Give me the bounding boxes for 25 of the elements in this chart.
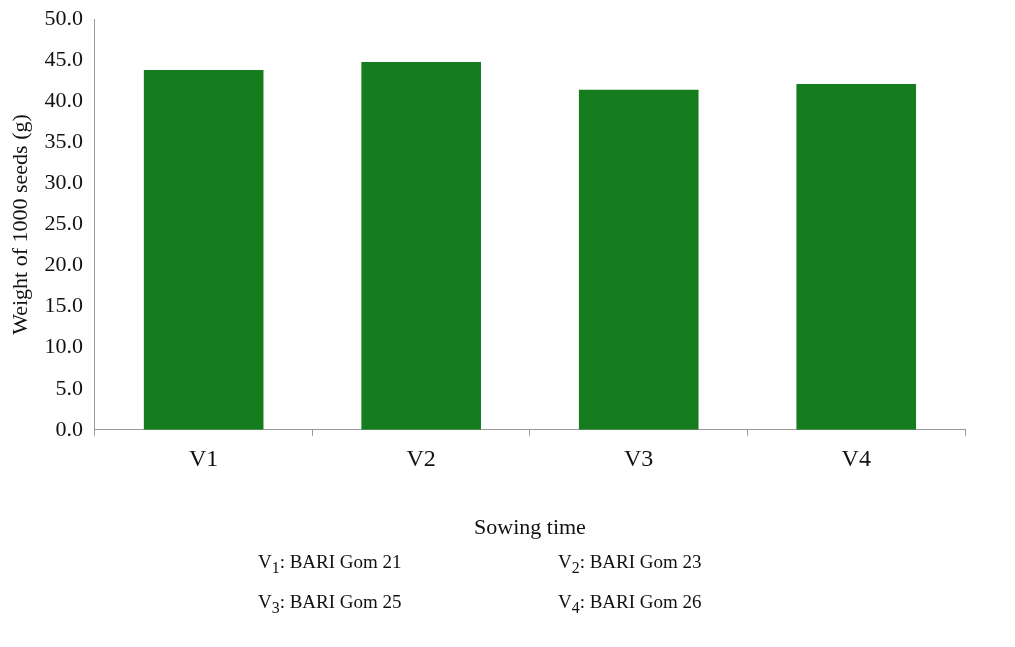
bar [361,61,482,430]
y-tick-label: 35.0 [44,128,83,154]
y-tick-label: 5.0 [55,374,83,400]
y-tick-label: 10.0 [44,333,83,359]
x-tick-label: V1 [188,445,219,472]
x-tick-label: V3 [624,445,654,472]
bar [143,70,264,430]
y-tick-label: 50.0 [44,4,83,30]
bar [578,89,699,430]
y-tick-label: 30.0 [44,169,83,195]
y-tick-label: 15.0 [44,292,83,318]
y-tick-label: 45.0 [44,46,83,72]
bar [796,84,917,430]
y-tick-label: 40.0 [44,87,83,113]
text: V$_{3}$: BARI Gom 25 [258,590,403,617]
text: V$_{1}$: BARI Gom 21 [258,551,403,577]
text: V$_{4}$: BARI Gom 26 [558,590,703,617]
y-tick-label: 20.0 [44,251,83,277]
x-tick-label: V4 [841,445,871,472]
y-axis-title: Weight of 1000 seeds (g) [6,114,32,335]
x-tick-label: V2 [406,445,436,472]
y-tick-label: 25.0 [44,210,83,236]
text: V$_{2}$: BARI Gom 23 [558,551,703,577]
x-axis-title: Sowing time [474,513,586,539]
y-tick-label: 0.0 [55,415,83,441]
